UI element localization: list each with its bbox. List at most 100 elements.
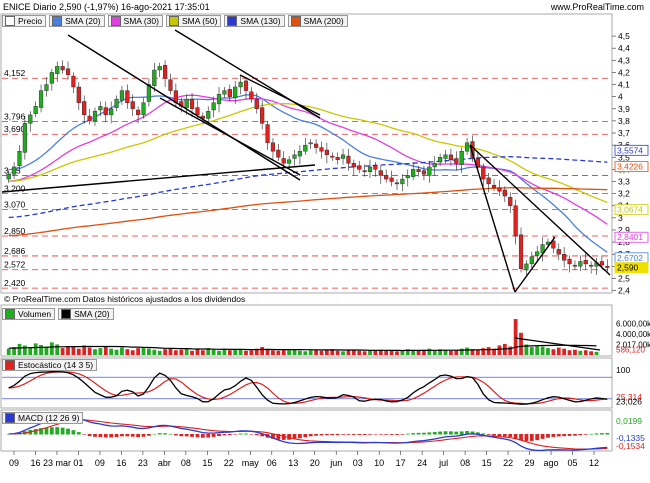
value-badge-label: 2,8401 xyxy=(617,232,643,242)
macd-histogram-bar xyxy=(589,433,594,435)
volume-bar xyxy=(341,351,345,355)
volume-bar xyxy=(416,350,421,355)
candle xyxy=(314,143,319,148)
volume-trendline xyxy=(514,337,601,351)
macd-histogram-bar xyxy=(130,434,135,437)
volume-bar xyxy=(422,349,426,355)
macd-histogram-bar xyxy=(573,434,577,436)
macd-histogram-bar xyxy=(492,434,496,436)
candle xyxy=(82,101,87,116)
volume-bar xyxy=(147,348,151,355)
candle xyxy=(103,107,108,116)
legend-label: MACD (12 26 9) xyxy=(18,413,80,423)
legend-item-sma-20-[interactable]: SMA (20) xyxy=(58,308,114,320)
candle xyxy=(238,81,243,88)
macd-histogram-bar xyxy=(39,428,43,435)
legend-item-sma-30-[interactable]: SMA (30) xyxy=(107,15,163,27)
macd-histogram-bar xyxy=(44,427,49,435)
macd-histogram-bar xyxy=(475,432,480,435)
macd-histogram-bar xyxy=(82,434,87,435)
macd-histogram-bar xyxy=(362,434,367,435)
price-tick-label: 2,5 xyxy=(618,273,630,283)
candle xyxy=(287,159,292,164)
macd-signal-line xyxy=(8,419,608,450)
macd-histogram-bar xyxy=(125,434,130,437)
legend-item-macd-12-26-9-[interactable]: MACD (12 26 9) xyxy=(2,412,84,424)
volume-sma-line xyxy=(8,344,597,352)
candle xyxy=(589,264,594,267)
volume-bar xyxy=(346,350,351,355)
x-tick-label: 08 xyxy=(181,458,191,468)
volume-bar xyxy=(82,345,87,355)
panel-frame xyxy=(0,304,613,357)
volume-bar xyxy=(427,348,432,355)
price-tick-label: 3,5 xyxy=(618,152,630,162)
candle xyxy=(567,258,572,265)
volume-bar xyxy=(157,350,162,355)
legend-item-sma-130-[interactable]: SMA (130) xyxy=(224,15,285,27)
macd-tick-label: -0,1335 xyxy=(616,433,645,443)
x-tick-label: 29 xyxy=(525,458,535,468)
legend-item-sma-50-[interactable]: SMA (50) xyxy=(165,15,222,27)
macd-histogram-bar xyxy=(157,433,162,435)
macd-histogram-bar xyxy=(66,428,70,435)
volume-legend: Volumen SMA (20) xyxy=(0,308,114,320)
volume-bar xyxy=(535,345,540,355)
volume-bar xyxy=(303,351,308,355)
volume-bar xyxy=(411,350,416,355)
footnote: © ProRealTime.com Datos históricos ajust… xyxy=(4,294,245,304)
macd-histogram-bar xyxy=(287,434,292,440)
value-badge xyxy=(614,262,649,273)
sma-20-line xyxy=(8,94,608,253)
candle xyxy=(222,90,227,95)
legend-item-sma-200-[interactable]: SMA (200) xyxy=(287,15,348,27)
legend-item-volumen[interactable]: Volumen xyxy=(2,308,56,320)
volume-bar xyxy=(103,346,108,355)
candle xyxy=(502,189,507,197)
volume-bar xyxy=(481,348,486,355)
candle xyxy=(454,158,459,164)
candle xyxy=(227,89,232,97)
legend-item-sma-20-[interactable]: SMA (20) xyxy=(49,15,105,27)
x-tick-label: 15 xyxy=(482,458,492,468)
macd-histogram-bar xyxy=(535,434,540,441)
value-badge-label: 3,0674 xyxy=(617,205,643,215)
legend-item-precio[interactable]: Precio xyxy=(2,15,47,27)
value-badge-label: 2,6702 xyxy=(617,253,643,263)
volume-bar xyxy=(233,349,238,355)
macd-histogram-bar xyxy=(562,434,567,437)
volume-bar xyxy=(400,350,405,355)
price-tick-label: 4,1 xyxy=(618,80,630,90)
x-tick-label: 09 xyxy=(9,458,19,468)
panel-frame xyxy=(0,13,613,294)
candle xyxy=(270,142,276,152)
candle xyxy=(44,84,49,91)
value-badge xyxy=(614,144,649,156)
macd-histogram-bar xyxy=(357,434,362,435)
macd-histogram-bar xyxy=(163,433,167,435)
legend-label: SMA (50) xyxy=(181,16,218,26)
volume-bar xyxy=(465,347,469,355)
candle xyxy=(599,261,604,266)
volume-bar xyxy=(114,349,119,355)
macd-histogram-bar xyxy=(292,434,297,440)
volume-bar xyxy=(589,351,594,355)
value-badge-label: 3,5574 xyxy=(617,145,643,155)
price-tick-label: 3,7 xyxy=(618,128,630,138)
stochastic-tick-label: 25,314 xyxy=(616,392,642,402)
macd-histogram-bar xyxy=(71,430,76,435)
macd-histogram-bar xyxy=(76,432,81,435)
legend-label: SMA (20) xyxy=(74,309,110,319)
candle xyxy=(427,166,432,176)
trendline xyxy=(239,74,321,116)
macd-histogram-bar xyxy=(465,431,469,435)
x-tick-label: 23 mar xyxy=(43,458,71,468)
x-tick-label: 03 xyxy=(353,458,363,468)
volume-tick-label: 2.017,00k xyxy=(616,340,650,349)
trendline xyxy=(1,164,316,193)
site-name[interactable]: www.ProRealTime.com xyxy=(550,2,644,12)
candle xyxy=(55,66,60,74)
legend-item-estoc-stico-14-3-5-[interactable]: Estocástico (14 3 5) xyxy=(2,359,98,371)
candle xyxy=(22,123,27,153)
volume-bar xyxy=(335,350,340,355)
